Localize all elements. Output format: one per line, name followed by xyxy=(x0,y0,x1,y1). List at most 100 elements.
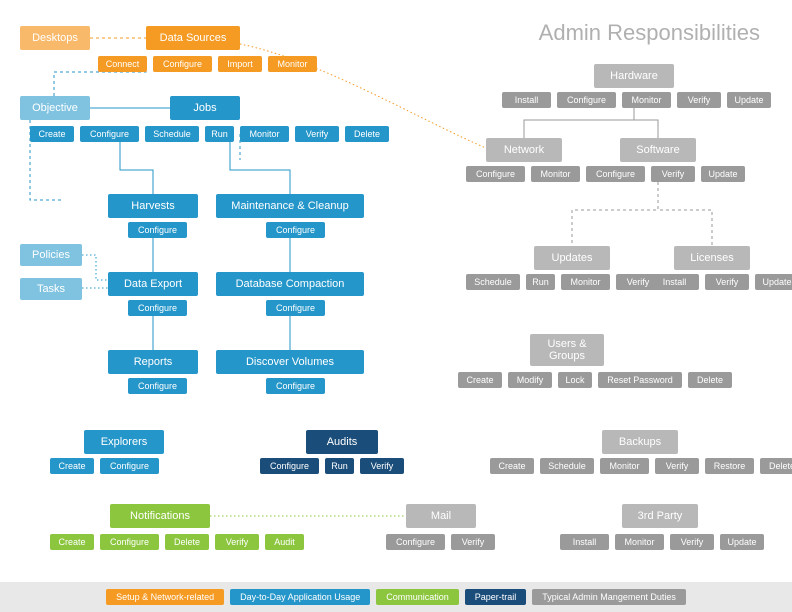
node-network: Network xyxy=(486,138,562,162)
pill-users-lock: Lock xyxy=(558,372,592,388)
pill-users-delete: Delete xyxy=(688,372,732,388)
node-dbcompact: Database Compaction xyxy=(216,272,364,296)
legend-setup-network-related: Setup & Network-related xyxy=(106,589,224,605)
pill-audits-verify: Verify xyxy=(360,458,404,474)
pill-hardware-monitor: Monitor xyxy=(622,92,671,108)
pill-notifications-delete: Delete xyxy=(165,534,209,550)
node-audits: Audits xyxy=(306,430,378,454)
page-title: Admin Responsibilities xyxy=(539,20,760,46)
pill-notifications-create: Create xyxy=(50,534,94,550)
pill-hardware-verify: Verify xyxy=(677,92,721,108)
node-dataexport: Data Export xyxy=(108,272,198,296)
edge-policies-dataexport xyxy=(82,255,108,280)
pill-mail-verify: Verify xyxy=(451,534,495,550)
pill-licenses-verify: Verify xyxy=(705,274,749,290)
node-users: Users & Groups xyxy=(530,334,604,366)
node-backups: Backups xyxy=(602,430,678,454)
edge-jobs-harvests xyxy=(120,142,153,194)
edge-hardware-software xyxy=(634,108,658,138)
pill-thirdparty-update: Update xyxy=(720,534,764,550)
pill-datasources-connect: Connect xyxy=(98,56,147,72)
pill-backups-create: Create xyxy=(490,458,534,474)
pill-software-verify: Verify xyxy=(651,166,695,182)
pill-jobs-monitor: Monitor xyxy=(240,126,289,142)
node-thirdparty: 3rd Party xyxy=(622,504,698,528)
pill-explorers-configure: Configure xyxy=(100,458,159,474)
node-software: Software xyxy=(620,138,696,162)
pill-jobs-configure: Configure xyxy=(80,126,139,142)
pill-backups-delete: Delete xyxy=(760,458,792,474)
pill-backups-verify: Verify xyxy=(655,458,699,474)
pill-software-update: Update xyxy=(701,166,745,182)
pill-users-modify: Modify xyxy=(508,372,552,388)
node-desktops: Desktops xyxy=(20,26,90,50)
pill-thirdparty-verify: Verify xyxy=(670,534,714,550)
pill-jobs-create: Create xyxy=(30,126,74,142)
pill-updates-run: Run xyxy=(526,274,555,290)
node-maintenance: Maintenance & Cleanup xyxy=(216,194,364,218)
legend-communication: Communication xyxy=(376,589,459,605)
edge-software-updates xyxy=(572,182,658,246)
pill-notifications-verify: Verify xyxy=(215,534,259,550)
node-harvests: Harvests xyxy=(108,194,198,218)
edge-jobs-maint xyxy=(230,142,290,194)
pill-thirdparty-monitor: Monitor xyxy=(615,534,664,550)
edge-software-licenses xyxy=(658,182,712,246)
pill-maintenance-configure: Configure xyxy=(266,222,325,238)
pill-jobs-verify: Verify xyxy=(295,126,339,142)
node-objective: Objective xyxy=(20,96,90,120)
node-policies: Policies xyxy=(20,244,82,266)
pill-hardware-configure: Configure xyxy=(557,92,616,108)
pill-harvests-configure: Configure xyxy=(128,222,187,238)
pill-network-configure: Configure xyxy=(466,166,525,182)
pill-jobs-delete: Delete xyxy=(345,126,389,142)
pill-hardware-update: Update xyxy=(727,92,771,108)
pill-discover-configure: Configure xyxy=(266,378,325,394)
node-notifications: Notifications xyxy=(110,504,210,528)
pill-dataexport-configure: Configure xyxy=(128,300,187,316)
pill-backups-schedule: Schedule xyxy=(540,458,594,474)
pill-audits-run: Run xyxy=(325,458,354,474)
node-tasks: Tasks xyxy=(20,278,82,300)
pill-jobs-schedule: Schedule xyxy=(145,126,199,142)
node-mail: Mail xyxy=(406,504,476,528)
node-explorers: Explorers xyxy=(84,430,164,454)
pill-software-configure: Configure xyxy=(586,166,645,182)
edge-jobs-dataexport xyxy=(153,238,290,272)
pill-licenses-install: Install xyxy=(650,274,699,290)
node-reports: Reports xyxy=(108,350,198,374)
pill-jobs-run: Run xyxy=(205,126,234,142)
pill-network-monitor: Monitor xyxy=(531,166,580,182)
legend-day-to-day-application-usage: Day-to-Day Application Usage xyxy=(230,589,370,605)
pill-updates-schedule: Schedule xyxy=(466,274,520,290)
pill-backups-monitor: Monitor xyxy=(600,458,649,474)
pill-explorers-create: Create xyxy=(50,458,94,474)
pill-hardware-install: Install xyxy=(502,92,551,108)
node-updates: Updates xyxy=(534,246,610,270)
pill-mail-configure: Configure xyxy=(386,534,445,550)
pill-dbcompact-configure: Configure xyxy=(266,300,325,316)
pill-datasources-monitor: Monitor xyxy=(268,56,317,72)
legend-paper-trail: Paper-trail xyxy=(465,589,527,605)
node-jobs: Jobs xyxy=(170,96,240,120)
pill-datasources-import: Import xyxy=(218,56,262,72)
legend-bar: Setup & Network-related Day-to-Day Applic… xyxy=(0,582,792,612)
edge-jobs-reports xyxy=(153,316,290,350)
pill-notifications-configure: Configure xyxy=(100,534,159,550)
pill-datasources-configure: Configure xyxy=(153,56,212,72)
node-licenses: Licenses xyxy=(674,246,750,270)
pill-backups-restore: Restore xyxy=(705,458,754,474)
node-datasources: Data Sources xyxy=(146,26,240,50)
pill-users-reset-password: Reset Password xyxy=(598,372,682,388)
legend-typical-admin-mangement-duties: Typical Admin Mangement Duties xyxy=(532,589,686,605)
pill-audits-configure: Configure xyxy=(260,458,319,474)
edge-hardware-network xyxy=(524,108,634,138)
pill-licenses-update: Update xyxy=(755,274,792,290)
pill-reports-configure: Configure xyxy=(128,378,187,394)
node-hardware: Hardware xyxy=(594,64,674,88)
pill-thirdparty-install: Install xyxy=(560,534,609,550)
pill-updates-monitor: Monitor xyxy=(561,274,610,290)
pill-users-create: Create xyxy=(458,372,502,388)
node-discover: Discover Volumes xyxy=(216,350,364,374)
pill-notifications-audit: Audit xyxy=(265,534,304,550)
